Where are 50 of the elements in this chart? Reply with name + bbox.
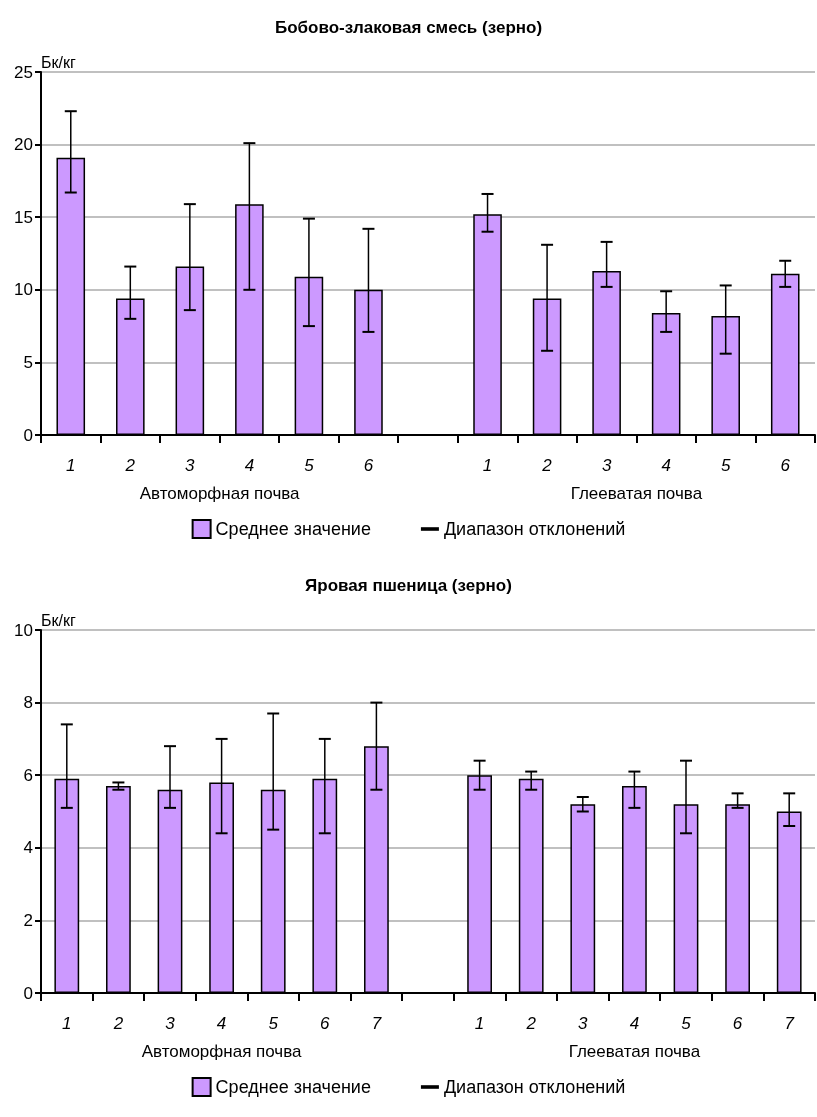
x-tick-label: 6 [320, 1014, 331, 1033]
y-tick-label: 8 [23, 693, 33, 713]
x-tick-label: 5 [304, 456, 315, 475]
x-tick-label: 3 [601, 456, 612, 475]
x-tick-label: 5 [720, 456, 731, 475]
x-tick-label: 7 [784, 1014, 795, 1033]
y-tick-label: 20 [14, 135, 33, 155]
y-tick-label: 25 [14, 62, 33, 82]
text: Глееватая почва [568, 1042, 701, 1061]
text: Диапазон отклонений [443, 519, 626, 539]
x-tick-label: 3 [165, 1014, 176, 1033]
y-axis-title: Бк/кг [41, 611, 76, 629]
legend-label: Среднее значение [215, 519, 371, 539]
y-tick-label: 4 [23, 838, 33, 858]
x-tick-label: 3 [578, 1014, 589, 1033]
x-tick-label: 4 [216, 1014, 227, 1033]
x-tick-label: 4 [629, 1014, 640, 1033]
x-tick-label: 4 [244, 456, 255, 475]
x-tick-label: 3 [185, 456, 196, 475]
x-tick-label: 1 [62, 1014, 72, 1033]
legend-label: Среднее значение [215, 1077, 371, 1097]
x-tick-label: 5 [681, 1014, 692, 1033]
x-tick-label: 7 [371, 1014, 382, 1033]
y-tick-label: 6 [23, 765, 33, 785]
y-tick-label: 0 [23, 425, 33, 445]
x-tick-label: 4 [661, 456, 671, 475]
x-tick-label: 6 [732, 1014, 743, 1033]
y-tick-label: 10 [14, 280, 33, 300]
x-tick-label: 2 [541, 456, 553, 475]
x-tick-label: 1 [66, 456, 76, 475]
y-axis-title: Бк/кг [41, 53, 76, 71]
chart-title: Бобово-злаковая смесь (зерно) [274, 18, 543, 37]
x-tick-label: 2 [525, 1014, 537, 1033]
x-tick-label: 2 [124, 456, 136, 475]
x-tick-label: 1 [474, 1014, 485, 1033]
x-tick-label: 2 [112, 1014, 124, 1033]
text: Автоморфная почва [141, 1042, 303, 1061]
chart-title: Яровая пшеница (зерно) [305, 576, 512, 595]
x-tick-label: 6 [363, 456, 374, 475]
y-tick-label: 0 [23, 983, 33, 1003]
y-tick-label: 10 [14, 620, 33, 640]
y-tick-label: 5 [23, 352, 33, 372]
y-tick-label: 15 [14, 207, 33, 227]
text: Автоморфная почва [139, 484, 301, 503]
text: Глееватая почва [570, 484, 703, 503]
y-tick-label: 2 [23, 910, 33, 930]
x-tick-label: 1 [482, 456, 493, 475]
x-tick-label: 5 [268, 1014, 279, 1033]
x-tick-label: 6 [780, 456, 791, 475]
text: Диапазон отклонений [443, 1077, 626, 1097]
